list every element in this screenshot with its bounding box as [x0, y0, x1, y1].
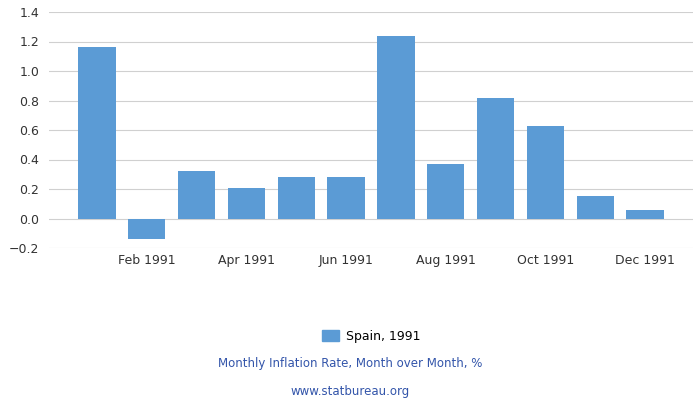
Bar	[526, 126, 564, 218]
Bar	[477, 98, 514, 218]
Text: Monthly Inflation Rate, Month over Month, %: Monthly Inflation Rate, Month over Month…	[218, 358, 482, 370]
Bar	[278, 177, 315, 218]
Bar	[626, 210, 664, 218]
Bar	[178, 171, 216, 218]
Bar	[427, 164, 464, 218]
Bar	[78, 47, 116, 218]
Bar	[577, 196, 614, 218]
Bar	[377, 36, 414, 218]
Text: www.statbureau.org: www.statbureau.org	[290, 386, 410, 398]
Bar	[328, 177, 365, 218]
Legend: Spain, 1991: Spain, 1991	[317, 325, 425, 348]
Bar	[228, 188, 265, 218]
Bar	[128, 218, 165, 239]
